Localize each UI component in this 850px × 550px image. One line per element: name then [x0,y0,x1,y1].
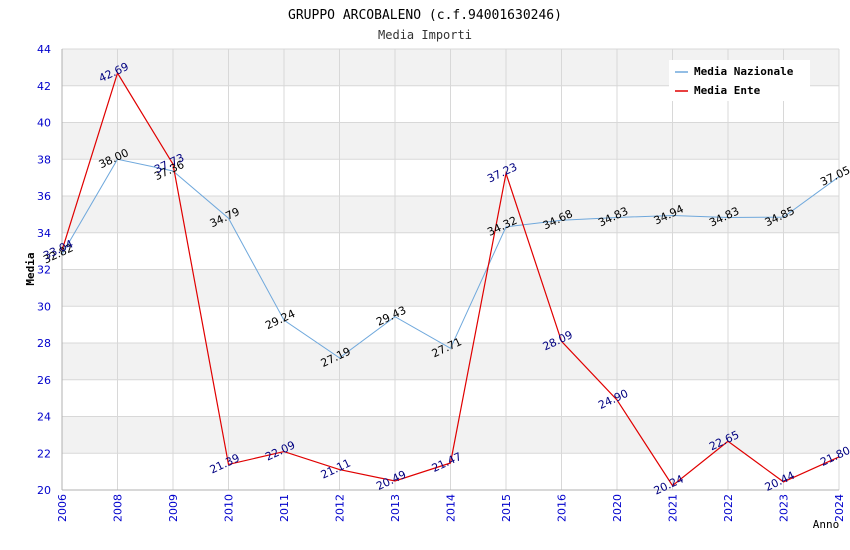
chart-title: GRUPPO ARCOBALENO (c.f.94001630246) [288,8,562,23]
y-tick-label: 22 [37,447,51,460]
y-tick-label: 28 [37,337,51,350]
x-tick-label: 2013 [389,494,402,522]
data-label-media-ente: 37.23 [485,160,519,185]
data-label-media-ente: 20.49 [374,468,408,493]
x-tick-label: 2009 [167,494,180,522]
y-tick-label: 38 [37,153,51,166]
y-tick-label: 34 [37,227,51,240]
x-tick-label: 2021 [667,494,680,522]
data-label-media-ente: 21.11 [319,457,353,482]
y-tick-label: 26 [37,374,51,387]
gridlines [61,48,840,491]
x-tick-label: 2008 [112,494,125,522]
y-axis-label: Media [24,252,37,285]
x-tick-labels: 2006 2008 2009 2010 2011 2012 2013 2014 2015 2016… [56,494,846,522]
data-label-media-ente: 20.24 [652,473,686,498]
data-label-media-nazionale: 29.24 [263,307,297,332]
x-tick-label: 2015 [500,494,513,522]
x-axis-label: Anno [813,518,840,531]
legend-box [669,60,810,101]
y-tick-label: 32 [37,264,51,277]
data-label-media-ente: 24.90 [596,387,630,412]
data-label-media-nazionale: 29.43 [374,304,408,329]
legend: Media Nazionale Media Ente [669,60,810,101]
y-tick-label: 44 [37,43,51,56]
x-tick-label: 2022 [722,494,735,522]
data-label-media-ente: 21.39 [208,451,242,476]
axes [61,49,839,491]
data-label-media-nazionale: 37.05 [818,164,850,189]
x-tick-label: 2010 [223,494,236,522]
x-tick-label: 2011 [278,494,291,522]
y-tick-labels: 20 22 24 26 28 30 32 34 36 38 40 42 44 [37,43,51,497]
series-line-media-ente [61,71,840,487]
y-tick-label: 42 [37,80,51,93]
x-tick-label: 2014 [445,494,458,522]
x-tick-label: 2020 [611,494,624,522]
y-tick-label: 36 [37,190,51,203]
series-line-media-nazionale [61,158,840,359]
y-tick-label: 20 [37,484,51,497]
series-lines [61,71,840,487]
legend-label-media-ente: Media Ente [694,84,761,97]
chart-subtitle: Media Importi [378,28,472,42]
y-tick-label: 40 [37,117,51,130]
legend-label-media-nazionale: Media Nazionale [694,65,794,78]
y-tick-label: 30 [37,300,51,313]
x-tick-label: 2016 [556,494,569,522]
x-tick-label: 2024 [833,494,846,522]
y-tick-label: 24 [37,411,51,424]
x-tick-label: 2012 [334,494,347,522]
x-tick-label: 2023 [778,494,791,522]
x-tick-label: 2006 [56,494,69,522]
